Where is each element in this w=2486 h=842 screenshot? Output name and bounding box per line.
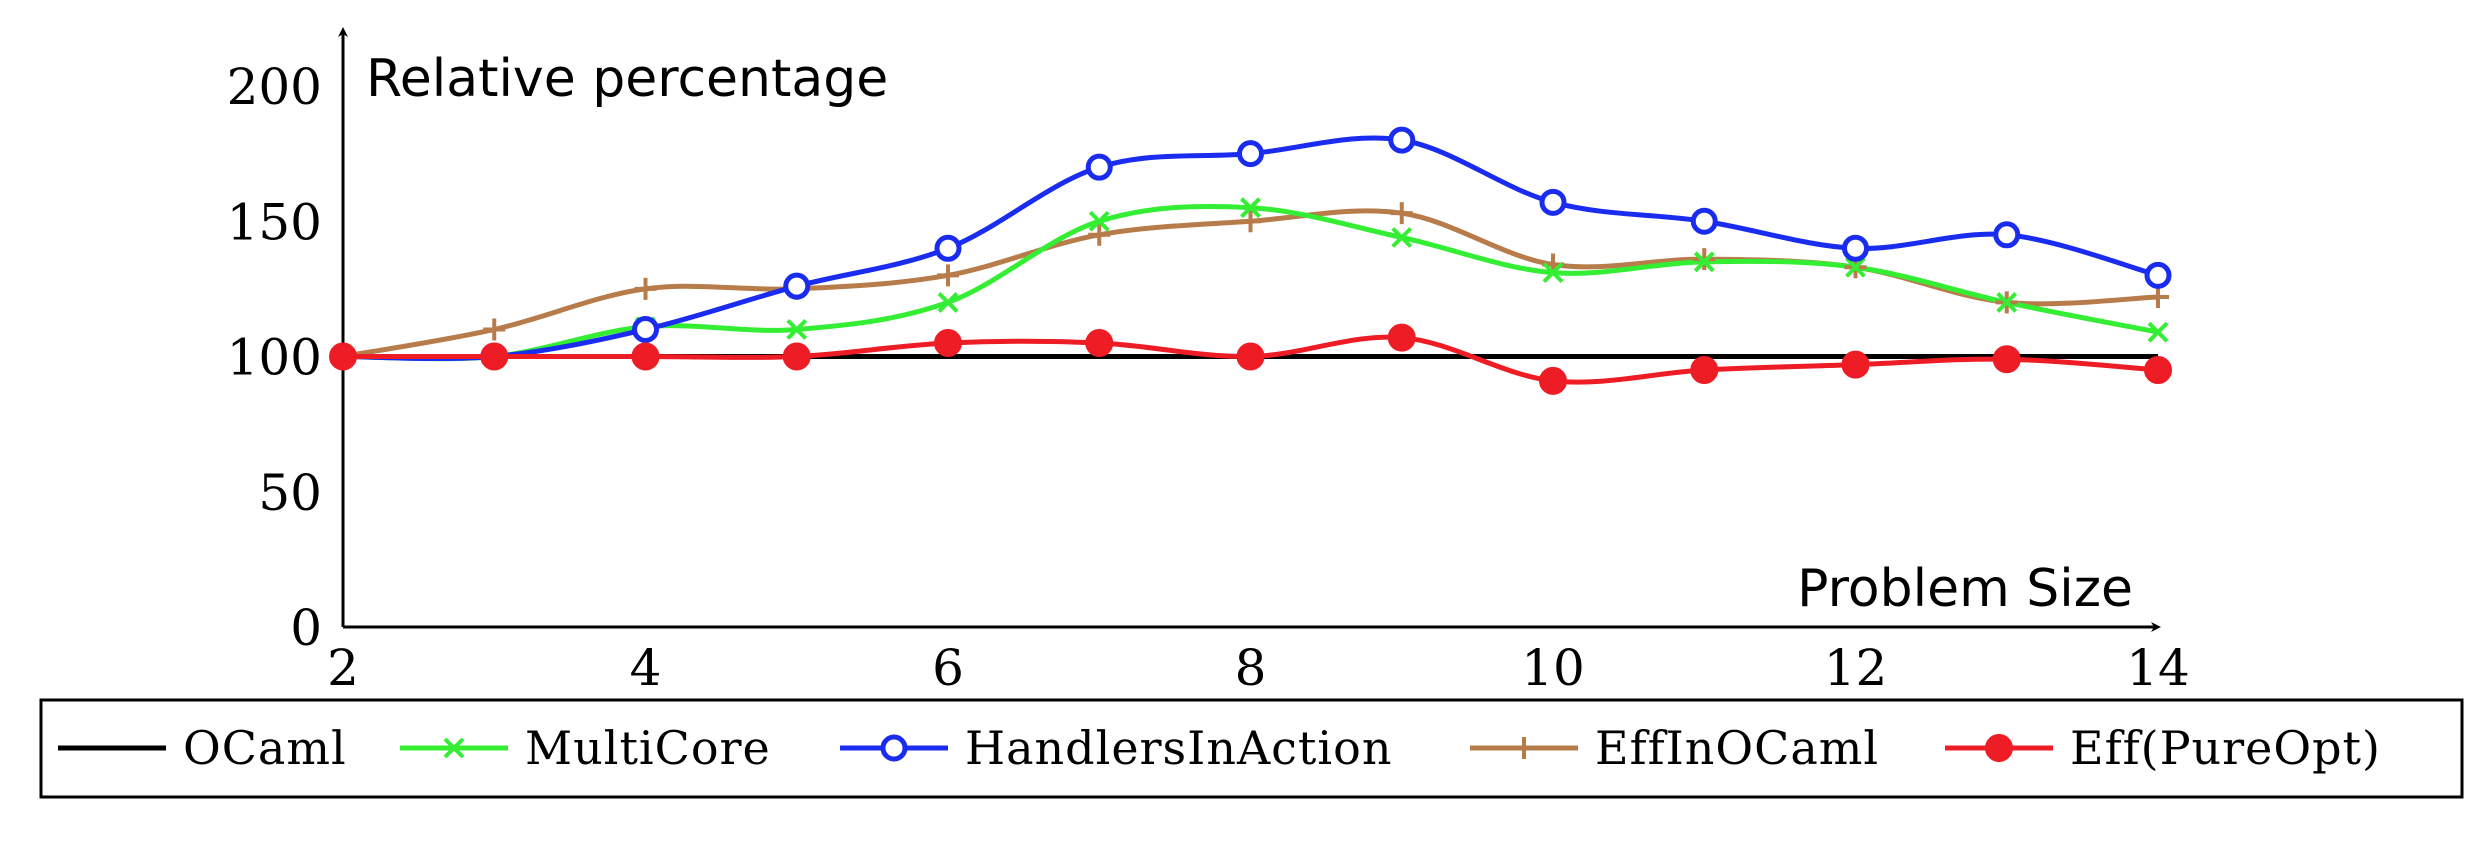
- data-point-eff-pureopt-: [480, 342, 509, 371]
- data-point-effinocaml: [1088, 223, 1111, 246]
- data-point-multicore: [1240, 197, 1261, 219]
- x-tick-label: 10: [1521, 639, 1585, 697]
- y-tick-label: 50: [258, 464, 322, 522]
- data-point-effinocaml: [1390, 202, 1413, 225]
- x-tick-label: 6: [932, 639, 964, 697]
- legend-label: HandlersInAction: [965, 721, 1392, 775]
- data-point-handlersinaction: [1842, 234, 1869, 262]
- series-line-handlersinaction: [342, 135, 2159, 361]
- data-point-effinocaml: [2147, 285, 2169, 308]
- x-tick-label: 14: [2126, 639, 2190, 697]
- y-axis-label: Relative percentage: [366, 49, 888, 109]
- data-point-handlersinaction: [1388, 126, 1416, 154]
- x-tick-labels: 2 4 6 8 10 12 14: [327, 639, 2190, 697]
- data-point-eff-pureopt-: [1992, 345, 2021, 374]
- data-point-multicore: [1693, 251, 1715, 273]
- data-point-handlersinaction: [934, 234, 962, 262]
- y-tick-labels: 0 50 100 150 200: [227, 58, 322, 657]
- data-point-eff-pureopt-: [1387, 323, 1416, 352]
- data-point-effinocaml: [483, 318, 506, 341]
- x-axis-label: Problem Size: [1797, 559, 2133, 619]
- x-tick-label: 12: [1824, 639, 1888, 697]
- legend-item: OCaml: [58, 721, 347, 775]
- legend: OCaml MultiCore HandlersInAction EffInOCaml…: [39, 698, 2464, 799]
- data-point-multicore: [1996, 291, 2018, 313]
- data-point-multicore: [1542, 262, 1564, 284]
- legend-item: HandlersInAction: [840, 721, 1392, 775]
- legend-marker: [880, 734, 908, 762]
- data-point-eff-pureopt-: [1236, 342, 1265, 371]
- legend-label: OCaml: [183, 721, 347, 775]
- legend-item: Eff(PureOpt): [1945, 721, 2381, 775]
- data-point-multicore: [2147, 321, 2169, 343]
- y-tick-label: 100: [227, 329, 322, 387]
- x-tick-label: 8: [1235, 639, 1267, 697]
- y-tick-label: 0: [290, 599, 322, 657]
- data-point-eff-pureopt-: [934, 328, 962, 357]
- data-point-effinocaml: [937, 264, 959, 287]
- data-point-multicore: [1845, 256, 1866, 278]
- data-point-eff-pureopt-: [2144, 356, 2172, 385]
- data-point-multicore: [1088, 210, 1110, 232]
- data-point-multicore: [786, 319, 808, 340]
- y-tick-label: 200: [227, 58, 322, 116]
- legend-item: MultiCore: [400, 721, 771, 775]
- data-point-handlersinaction: [1539, 188, 1567, 216]
- data-point-handlersinaction: [2144, 261, 2172, 289]
- legend-label: EffInOCaml: [1595, 721, 1879, 775]
- data-point-eff-pureopt-: [1085, 328, 1114, 357]
- data-point-eff-pureopt-: [1841, 350, 1870, 379]
- data-point-multicore: [937, 291, 959, 313]
- legend-marker: [1985, 734, 2013, 762]
- y-tick-label: 150: [227, 193, 322, 251]
- data-point-handlersinaction: [783, 272, 811, 300]
- axes: [338, 27, 2161, 632]
- data-point-multicore: [1391, 227, 1413, 248]
- x-tick-label: 2: [327, 639, 359, 697]
- data-point-handlersinaction: [1690, 207, 1718, 235]
- legend-label: Eff(PureOpt): [2070, 721, 2381, 775]
- legend-item: EffInOCaml: [1470, 721, 1879, 775]
- data-point-handlersinaction: [632, 315, 659, 343]
- data-point-effinocaml: [1239, 210, 1262, 233]
- data-point-eff-pureopt-: [631, 342, 660, 371]
- legend-marker: [443, 737, 465, 759]
- x-tick-label: 4: [630, 639, 662, 697]
- data-point-effinocaml: [634, 277, 657, 300]
- data-point-handlersinaction: [1085, 153, 1113, 181]
- data-point-handlersinaction: [1237, 140, 1264, 168]
- series-markers: [329, 126, 2172, 395]
- legend-marker: [1513, 737, 1535, 759]
- legend-label: MultiCore: [525, 721, 771, 775]
- data-point-handlersinaction: [1993, 221, 2021, 249]
- data-point-eff-pureopt-: [1690, 356, 1719, 385]
- data-point-eff-pureopt-: [329, 342, 357, 371]
- data-point-eff-pureopt-: [782, 342, 811, 371]
- data-point-eff-pureopt-: [1539, 366, 1567, 395]
